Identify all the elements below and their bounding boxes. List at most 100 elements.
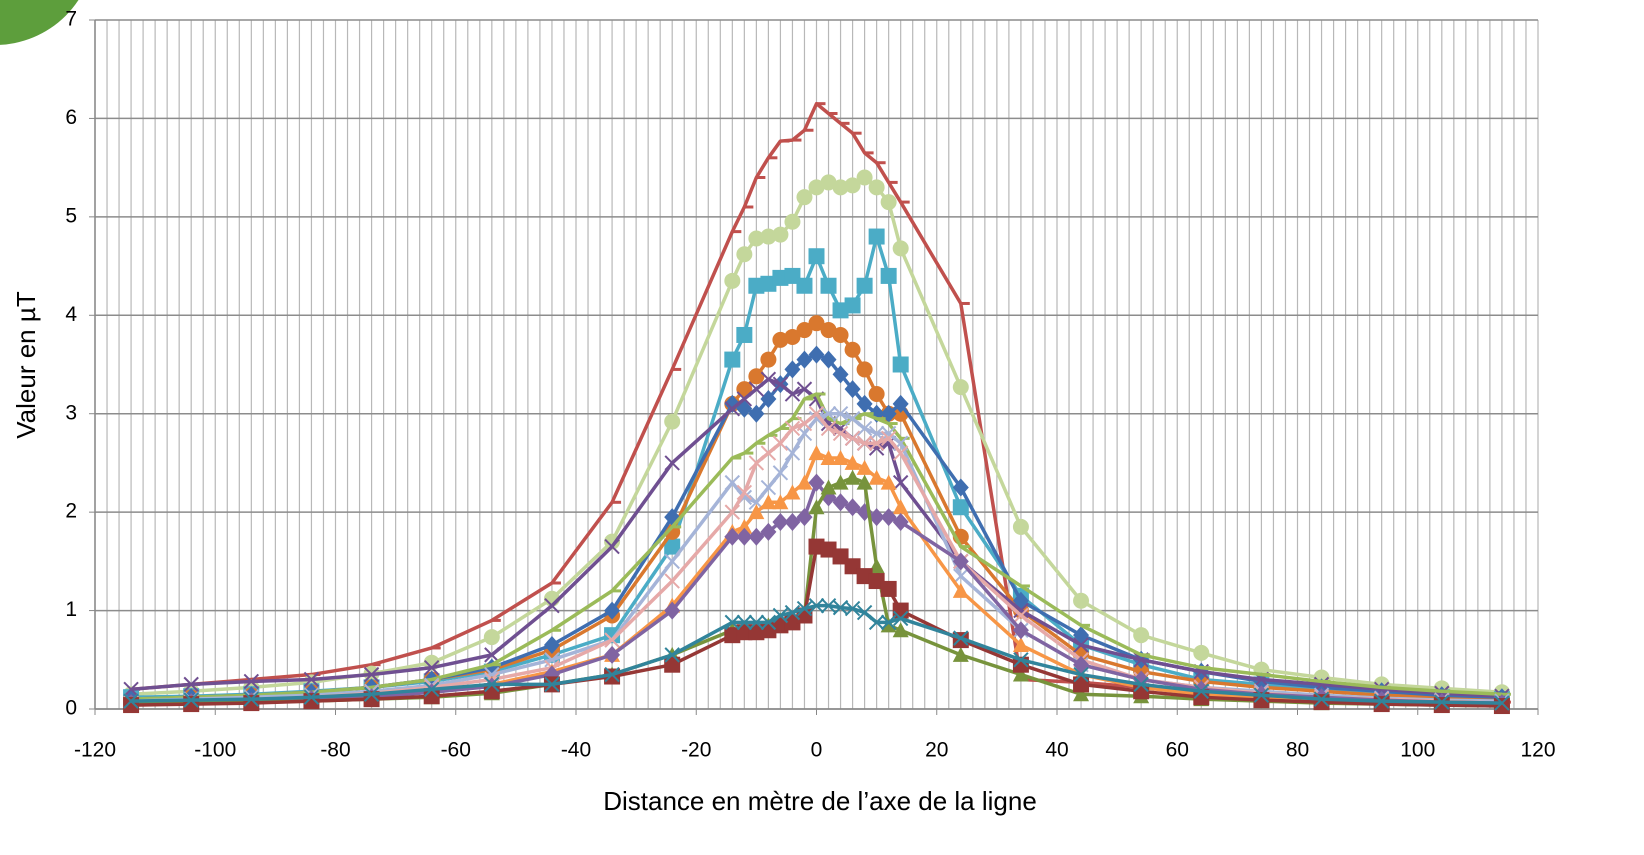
marker <box>856 361 873 378</box>
marker <box>844 600 861 617</box>
marker <box>724 627 741 644</box>
marker <box>784 386 801 402</box>
y-tick-label: 3 <box>65 401 77 424</box>
marker <box>664 553 680 570</box>
plot <box>123 101 1511 715</box>
marker <box>952 478 969 497</box>
marker <box>243 673 260 690</box>
x-tick-label: -120 <box>74 739 116 762</box>
marker <box>832 474 849 490</box>
marker <box>880 617 897 633</box>
marker <box>868 228 885 245</box>
marker <box>1493 698 1510 715</box>
marker <box>423 659 440 676</box>
marker <box>183 692 199 708</box>
marker <box>760 522 777 541</box>
marker <box>856 459 873 475</box>
marker <box>664 455 680 471</box>
marker <box>760 445 777 461</box>
marker <box>772 512 789 531</box>
marker <box>772 435 789 451</box>
marker <box>1193 683 1210 699</box>
x-tick-label: -100 <box>194 739 236 762</box>
marker <box>832 493 849 512</box>
marker <box>832 302 849 319</box>
marker <box>604 533 621 550</box>
marker <box>880 580 897 597</box>
marker <box>1013 607 1029 624</box>
marker <box>760 479 777 496</box>
marker <box>808 179 825 196</box>
marker <box>736 518 753 534</box>
marker <box>784 484 801 500</box>
marker <box>760 371 777 387</box>
marker <box>796 350 813 369</box>
marker <box>724 614 741 631</box>
marker <box>880 425 897 442</box>
marker <box>868 508 885 527</box>
marker <box>856 420 873 437</box>
marker <box>820 406 837 422</box>
series <box>123 371 1510 704</box>
x-tick-label: 80 <box>1286 739 1309 762</box>
x-tick-label: -80 <box>320 739 350 762</box>
marker <box>832 406 849 422</box>
marker <box>820 541 837 558</box>
marker <box>1012 621 1029 640</box>
marker <box>724 351 741 368</box>
y-tick-label: 6 <box>65 106 77 129</box>
marker <box>808 345 825 364</box>
marker <box>664 573 680 589</box>
marker <box>123 693 139 709</box>
marker <box>844 454 861 470</box>
marker <box>856 474 873 490</box>
marker <box>844 558 861 575</box>
marker <box>484 676 500 693</box>
marker <box>953 568 969 584</box>
marker <box>880 194 897 211</box>
marker <box>808 445 825 461</box>
marker <box>820 350 837 369</box>
x-tick-label: 60 <box>1166 739 1189 762</box>
marker <box>1193 644 1210 661</box>
marker <box>808 406 825 422</box>
x-tick-label: -40 <box>561 739 591 762</box>
marker <box>760 614 777 631</box>
y-tick-label: 5 <box>65 204 77 227</box>
marker <box>784 360 801 379</box>
marker <box>1012 518 1029 535</box>
marker <box>892 474 909 491</box>
marker <box>604 627 621 644</box>
marker <box>856 435 873 451</box>
marker <box>856 169 873 186</box>
marker <box>844 410 861 427</box>
marker <box>724 272 741 289</box>
marker <box>1494 695 1510 711</box>
marker <box>892 610 909 627</box>
marker <box>1073 637 1089 653</box>
marker <box>736 614 753 631</box>
marker <box>724 394 741 413</box>
marker <box>844 297 861 314</box>
marker <box>856 568 873 585</box>
marker <box>892 512 909 531</box>
marker <box>832 179 849 196</box>
marker <box>748 230 765 247</box>
marker <box>784 512 801 531</box>
marker <box>952 379 969 396</box>
marker <box>748 504 765 520</box>
marker <box>664 413 681 430</box>
marker <box>736 624 753 641</box>
marker <box>760 228 777 245</box>
marker <box>760 275 777 292</box>
marker <box>664 656 681 673</box>
marker <box>868 179 885 196</box>
marker <box>796 474 813 490</box>
marker <box>748 404 765 423</box>
marker <box>784 604 801 621</box>
marker <box>772 376 789 392</box>
marker <box>748 277 765 294</box>
marker <box>952 552 969 571</box>
marker <box>772 331 789 348</box>
